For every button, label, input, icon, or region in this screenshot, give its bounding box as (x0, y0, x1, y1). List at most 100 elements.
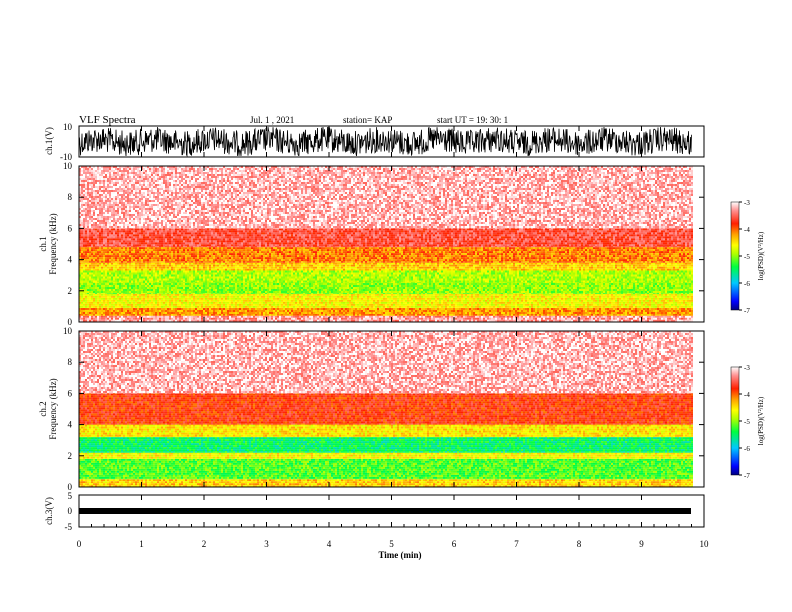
spectrogram-cell (657, 312, 659, 314)
spectrogram-cell (477, 306, 479, 308)
spectrogram-cell (281, 304, 283, 306)
spectrogram-cell (225, 318, 227, 320)
spectrogram-cell (341, 302, 343, 304)
spectrogram-cell (549, 314, 551, 316)
spectrogram-cell (649, 310, 651, 312)
spectrogram-cell (425, 306, 427, 308)
spectrogram-cell (99, 314, 101, 316)
spectrogram-cell (281, 296, 283, 298)
spectrogram-cell (101, 316, 103, 318)
spectrogram-cell (527, 302, 529, 304)
spectrogram-cell (657, 306, 659, 308)
spectrogram-cell (681, 300, 683, 302)
spectrogram-cell (501, 314, 503, 316)
spectrogram-cell (413, 294, 415, 296)
spectrogram-cell (461, 294, 463, 296)
spectrogram-cell (665, 294, 667, 296)
spectrogram-cell (551, 318, 553, 320)
spectrogram-cell (229, 312, 231, 314)
spectrogram-cell (587, 304, 589, 306)
spectrogram-cell (259, 306, 261, 308)
spectrogram-cell (117, 318, 119, 320)
spectrogram-cell (575, 310, 577, 312)
spectrogram-cell (679, 314, 681, 316)
spectrogram-cell (399, 316, 401, 318)
spectrogram-cell (119, 318, 121, 320)
spectrogram-cell (539, 294, 541, 296)
spectrogram-cell (157, 294, 159, 296)
spectrogram-cell (87, 316, 89, 318)
spectrogram-cell (119, 312, 121, 314)
spectrogram-cell (135, 294, 137, 296)
spectrogram-cell (177, 318, 179, 320)
spectrogram-cell (393, 312, 395, 314)
spectrogram-cell (201, 318, 203, 320)
spectrogram-cell (495, 316, 497, 318)
spectrogram-cell (357, 302, 359, 304)
spectrogram-cell (621, 300, 623, 302)
spectrogram-cell (235, 314, 237, 316)
spectrogram-cell (449, 306, 451, 308)
spectrogram-cell (663, 318, 665, 320)
spectrogram-cell (535, 318, 537, 320)
spectrogram-cell (671, 304, 673, 306)
spectrogram-cell (493, 316, 495, 318)
spectrogram-cell (335, 296, 337, 298)
spectrogram-cell (381, 310, 383, 312)
spectrogram-cell (509, 300, 511, 302)
spectrogram-cell (495, 310, 497, 312)
spectrogram-cell (313, 310, 315, 312)
spectrogram-cell (413, 308, 415, 310)
spectrogram-cell (449, 304, 451, 306)
spectrogram-cell (265, 312, 267, 314)
spectrogram-cell (293, 312, 295, 314)
spectrogram-cell (211, 314, 213, 316)
spectrogram-cell (571, 312, 573, 314)
spectrogram-cell (625, 306, 627, 308)
spectrogram-cell (609, 302, 611, 304)
spectrogram-cell (311, 296, 313, 298)
spectrogram-cell (199, 318, 201, 320)
spectrogram-cell (509, 306, 511, 308)
spectrogram-cell (209, 296, 211, 298)
spectrogram-cell (463, 300, 465, 302)
spectrogram-cell (641, 304, 643, 306)
spectrogram-cell (175, 312, 177, 314)
spectrogram-cell (301, 296, 303, 298)
spectrogram-cell (375, 310, 377, 312)
spectrogram-cell (271, 294, 273, 296)
spectrogram-cell (473, 296, 475, 298)
spectrogram-cell (147, 304, 149, 306)
spectrogram-cell (339, 300, 341, 302)
spectrogram-cell (473, 310, 475, 312)
spectrogram-cell (95, 308, 97, 310)
spectrogram-cell (587, 310, 589, 312)
spectrogram-cell (171, 302, 173, 304)
spectrogram-cell (191, 318, 193, 320)
spectrogram-cell (293, 302, 295, 304)
spectrogram-cell (185, 300, 187, 302)
spectrogram-cell (647, 302, 649, 304)
spectrogram-cell (85, 316, 87, 318)
spectrogram-cell (363, 296, 365, 298)
spectrogram-cell (197, 318, 199, 320)
spectrogram-cell (267, 300, 269, 302)
spectrogram-cell (165, 300, 167, 302)
spectrogram-cell (391, 300, 393, 302)
spectrogram-cell (429, 306, 431, 308)
spectrogram-cell (519, 318, 521, 320)
spectrogram-cell (475, 304, 477, 306)
spectrogram-cell (415, 308, 417, 310)
spectrogram-cell (387, 312, 389, 314)
spectrogram-cell (519, 298, 521, 300)
spectrogram-cell (573, 304, 575, 306)
spectrogram-cell (625, 304, 627, 306)
spectrogram-cell (239, 318, 241, 320)
spectrogram-cell (405, 302, 407, 304)
spectrogram-cell (437, 302, 439, 304)
spectrogram-cell (477, 312, 479, 314)
spectrogram-cell (273, 310, 275, 312)
spectrogram-cell (83, 316, 85, 318)
spectrogram-cell (333, 302, 335, 304)
spectrogram-cell (85, 289, 87, 291)
